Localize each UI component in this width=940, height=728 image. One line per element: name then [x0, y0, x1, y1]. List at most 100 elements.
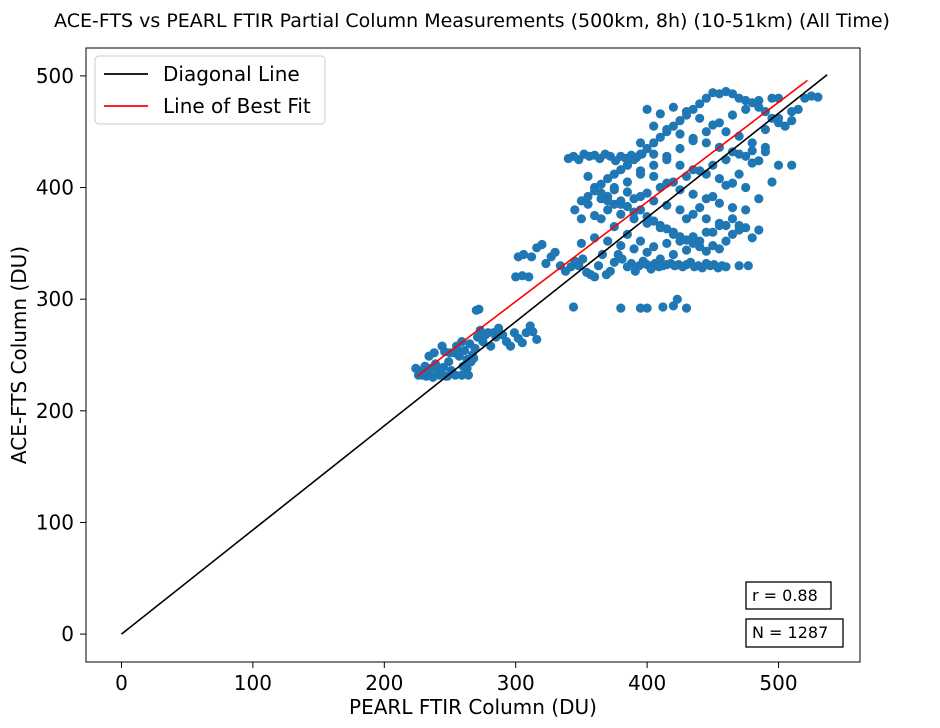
- data-point: [681, 245, 692, 255]
- data-point: [424, 351, 434, 361]
- data-point: [662, 124, 672, 135]
- chart-title: ACE-FTS vs PEARL FTIR Partial Column Mea…: [54, 10, 890, 32]
- data-point: [754, 95, 764, 106]
- data-point: [609, 182, 619, 193]
- data-point: [701, 93, 711, 103]
- data-point: [675, 236, 685, 246]
- data-point: [675, 205, 685, 215]
- data-points: [411, 86, 823, 382]
- y-tick-label: 200: [36, 399, 74, 423]
- data-point: [662, 155, 672, 165]
- data-point: [734, 169, 744, 179]
- y-axis-label: ACE-FTS Column (DU): [7, 246, 31, 464]
- y-tick-label: 400: [36, 176, 74, 200]
- data-point: [668, 102, 679, 112]
- data-point: [583, 171, 593, 181]
- data-point: [603, 174, 613, 184]
- n-annotation-box: [745, 618, 844, 648]
- data-point: [617, 254, 627, 264]
- data-point: [773, 160, 784, 170]
- x-tick-label: 0: [115, 671, 128, 695]
- data-point: [721, 180, 731, 190]
- data-point: [708, 227, 718, 237]
- data-point: [450, 370, 460, 380]
- data-point: [596, 214, 606, 224]
- data-point: [655, 254, 665, 264]
- data-point: [457, 370, 467, 380]
- data-point: [701, 214, 711, 224]
- data-point: [734, 220, 744, 231]
- data-point: [649, 171, 659, 181]
- data-point: [714, 218, 725, 228]
- data-point: [727, 229, 738, 239]
- data-point: [635, 166, 646, 176]
- data-point: [590, 272, 600, 282]
- data-point: [675, 185, 685, 195]
- data-point: [642, 218, 652, 228]
- data-point: [741, 182, 751, 193]
- data-point: [747, 138, 757, 148]
- data-point: [629, 214, 639, 224]
- y-tick-label: 300: [36, 287, 74, 311]
- data-point: [695, 236, 705, 246]
- best-fit-line: [416, 79, 808, 377]
- data-point: [603, 196, 613, 206]
- data-point: [695, 203, 705, 213]
- data-point: [642, 143, 652, 154]
- data-point: [741, 151, 751, 161]
- data-point: [629, 244, 639, 254]
- data-point: [701, 138, 711, 148]
- data-point: [526, 252, 537, 262]
- data-point: [701, 227, 711, 237]
- legend-label-diagonal: Diagonal Line: [163, 62, 300, 86]
- data-point: [519, 249, 529, 260]
- data-point: [727, 203, 738, 213]
- data-point: [576, 238, 587, 248]
- data-point: [672, 294, 682, 304]
- data-point: [629, 155, 639, 165]
- data-point: [649, 149, 659, 159]
- data-point: [642, 247, 652, 257]
- x-tick-label: 300: [497, 671, 535, 695]
- data-point: [727, 147, 738, 157]
- data-point: [597, 249, 608, 260]
- data-point: [635, 138, 646, 148]
- data-point: [714, 174, 725, 184]
- data-point: [668, 301, 679, 311]
- data-point: [747, 158, 757, 168]
- data-point: [517, 338, 527, 348]
- data-point: [754, 102, 764, 112]
- data-point: [626, 258, 636, 269]
- data-point: [570, 205, 580, 215]
- data-point: [453, 345, 463, 356]
- n-annotation: N = 1287: [752, 623, 828, 642]
- data-point: [721, 155, 731, 165]
- data-point: [635, 205, 646, 215]
- data-point: [576, 214, 587, 224]
- data-point: [658, 302, 668, 312]
- data-point: [590, 186, 600, 196]
- y-axis-ticks: 0 100 200 300 400 500: [36, 64, 86, 646]
- data-point: [754, 225, 764, 235]
- data-point: [760, 124, 771, 135]
- data-point: [662, 238, 672, 248]
- data-point: [688, 209, 698, 219]
- data-point: [537, 239, 547, 250]
- data-point: [668, 249, 679, 260]
- data-point: [635, 236, 646, 246]
- data-point: [616, 199, 626, 209]
- data-point: [474, 304, 484, 314]
- data-point: [787, 116, 797, 126]
- data-point: [578, 254, 588, 264]
- x-axis-ticks: 0 100 200 300 400 500: [115, 662, 798, 695]
- data-point: [550, 247, 560, 257]
- x-tick-label: 100: [234, 671, 272, 695]
- data-point: [603, 236, 613, 246]
- data-point: [668, 227, 679, 237]
- data-point: [528, 327, 538, 337]
- data-point: [605, 266, 615, 276]
- data-point: [616, 165, 626, 175]
- data-point: [675, 143, 685, 154]
- data-point: [635, 303, 646, 313]
